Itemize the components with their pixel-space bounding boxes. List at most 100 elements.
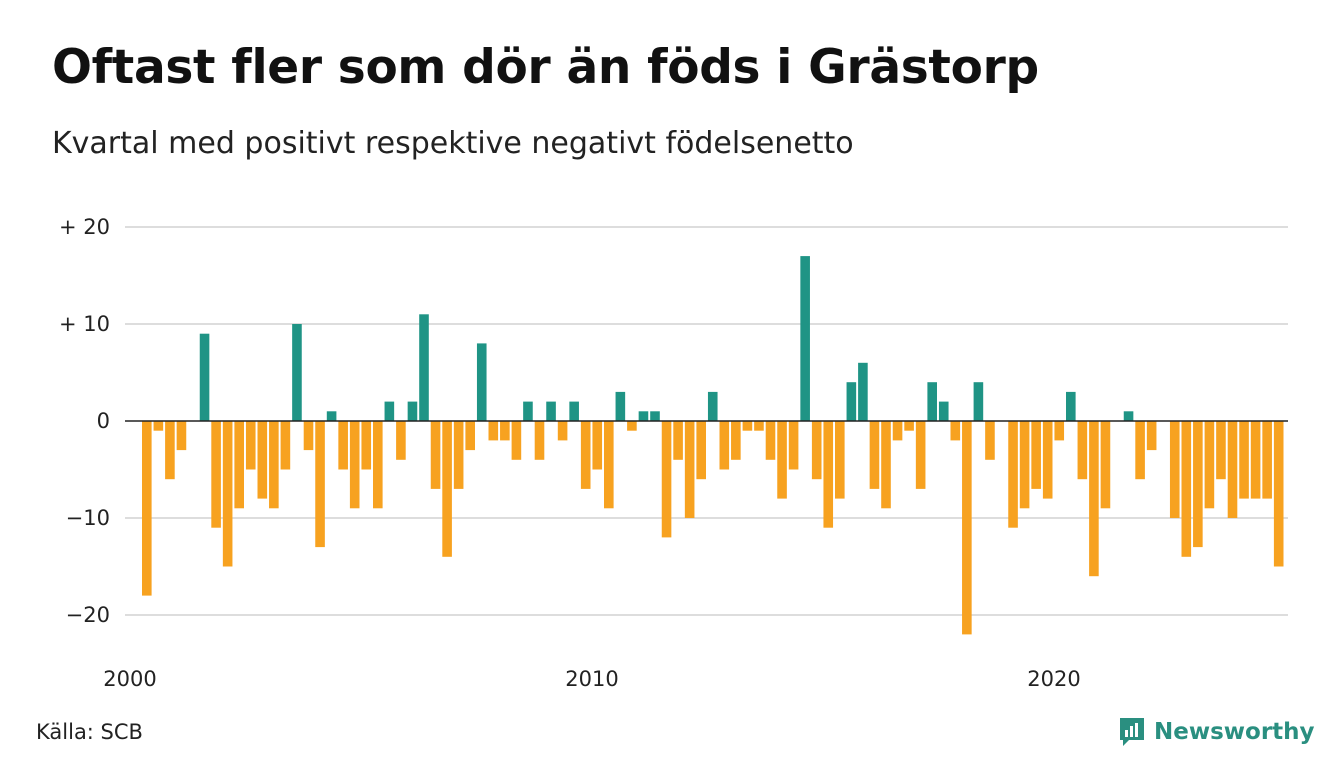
bar-positive xyxy=(199,333,210,421)
bar-negative xyxy=(280,421,291,470)
y-tick-label: −20 xyxy=(66,603,110,627)
bar-positive xyxy=(973,382,984,421)
bar-negative xyxy=(915,421,926,489)
bar-positive xyxy=(546,401,556,421)
bar-positive xyxy=(846,382,857,421)
bar-negative xyxy=(754,421,764,431)
bar-negative xyxy=(453,421,464,489)
y-tick-label: −10 xyxy=(66,506,110,530)
bar-negative xyxy=(962,421,972,635)
y-tick-label: + 10 xyxy=(59,312,110,336)
chart-title: Oftast fler som dör än föds i Grästorp xyxy=(52,40,1039,95)
bar-negative xyxy=(430,421,441,489)
bar-negative xyxy=(696,421,706,480)
y-tick-label: + 20 xyxy=(59,215,110,239)
bar-negative xyxy=(1042,421,1053,499)
bar-positive xyxy=(407,401,418,421)
bar-negative xyxy=(500,421,510,441)
bar-positive xyxy=(419,314,429,421)
bar-positive xyxy=(938,401,949,421)
bar-negative xyxy=(811,421,822,480)
bar-negative xyxy=(904,421,914,431)
bar-negative xyxy=(234,421,244,509)
bar-negative xyxy=(788,421,799,470)
axes: + 20 + 10 0 −10 −20 2000 2010 2020 xyxy=(59,215,1288,691)
bar-negative xyxy=(245,421,256,470)
bar-negative xyxy=(222,421,233,567)
bar-negative xyxy=(892,421,903,441)
bar-positive xyxy=(476,343,487,421)
bar-negative xyxy=(1250,421,1261,499)
bar-negative xyxy=(580,421,591,489)
bar-negative xyxy=(1077,421,1088,480)
x-tick-label: 2000 xyxy=(103,667,156,691)
bar-negative xyxy=(684,421,695,518)
source-note: Källa: SCB xyxy=(36,720,143,744)
bar-negative xyxy=(338,421,348,470)
bar-negative xyxy=(823,421,834,528)
x-tick-label: 2010 xyxy=(565,667,618,691)
bar-negative xyxy=(1008,421,1018,528)
bar-negative xyxy=(1019,421,1030,509)
bar-negative xyxy=(315,421,325,548)
bar-negative xyxy=(1054,421,1065,441)
brand-name: Newsworthy xyxy=(1154,719,1315,745)
bar-positive xyxy=(1066,391,1076,421)
bar-negative xyxy=(257,421,268,499)
bar-negative xyxy=(627,421,637,431)
bar-positive xyxy=(1123,411,1134,421)
bar-negative xyxy=(742,421,753,431)
bar-negative xyxy=(465,421,475,451)
bar-negative xyxy=(1135,421,1145,480)
bar-positive xyxy=(858,362,868,421)
bar-negative xyxy=(1216,421,1226,480)
bar-negative xyxy=(835,421,845,499)
bar-negative xyxy=(881,421,891,509)
bar-negative xyxy=(1193,421,1203,548)
bar-negative xyxy=(719,421,730,470)
bar-negative xyxy=(142,421,152,596)
bar-positive xyxy=(615,391,626,421)
bar-positive xyxy=(800,256,810,421)
bar-negative xyxy=(1273,421,1284,567)
bar-negative xyxy=(985,421,995,460)
bar-negative xyxy=(604,421,614,509)
bar-negative xyxy=(511,421,522,460)
bar-negative xyxy=(1169,421,1180,518)
bar-negative xyxy=(557,421,568,441)
y-tick-label: 0 xyxy=(97,409,110,433)
bar-negative xyxy=(534,421,545,460)
bars xyxy=(142,256,1284,635)
newsworthy-logo-icon xyxy=(1120,718,1144,746)
bar-positive xyxy=(927,382,937,421)
bar-negative xyxy=(303,421,314,451)
bar-positive xyxy=(638,411,649,421)
chart-subtitle: Kvartal med positivt respektive negativt… xyxy=(52,126,854,161)
bar-positive xyxy=(523,401,533,421)
bar-negative xyxy=(153,421,164,431)
bar-negative xyxy=(396,421,406,460)
bar-negative xyxy=(1262,421,1272,499)
bar-negative xyxy=(442,421,452,557)
bar-negative xyxy=(1100,421,1111,509)
bar-negative xyxy=(1031,421,1041,489)
bar-negative xyxy=(165,421,175,480)
bar-positive xyxy=(650,411,660,421)
bar-negative xyxy=(1146,421,1157,451)
bar-negative xyxy=(950,421,961,441)
bar-negative xyxy=(765,421,776,460)
bar-positive xyxy=(569,401,579,421)
bar-negative xyxy=(673,421,683,460)
bar-negative xyxy=(592,421,603,470)
bar-negative xyxy=(777,421,787,499)
bar-negative xyxy=(661,421,672,538)
bar-negative xyxy=(1204,421,1215,509)
bar-positive xyxy=(384,401,395,421)
bar-negative xyxy=(373,421,383,509)
bar-negative xyxy=(1227,421,1238,518)
bar-negative xyxy=(269,421,279,509)
x-tick-label: 2020 xyxy=(1027,667,1080,691)
bar-negative xyxy=(361,421,372,470)
bar-negative xyxy=(869,421,880,489)
